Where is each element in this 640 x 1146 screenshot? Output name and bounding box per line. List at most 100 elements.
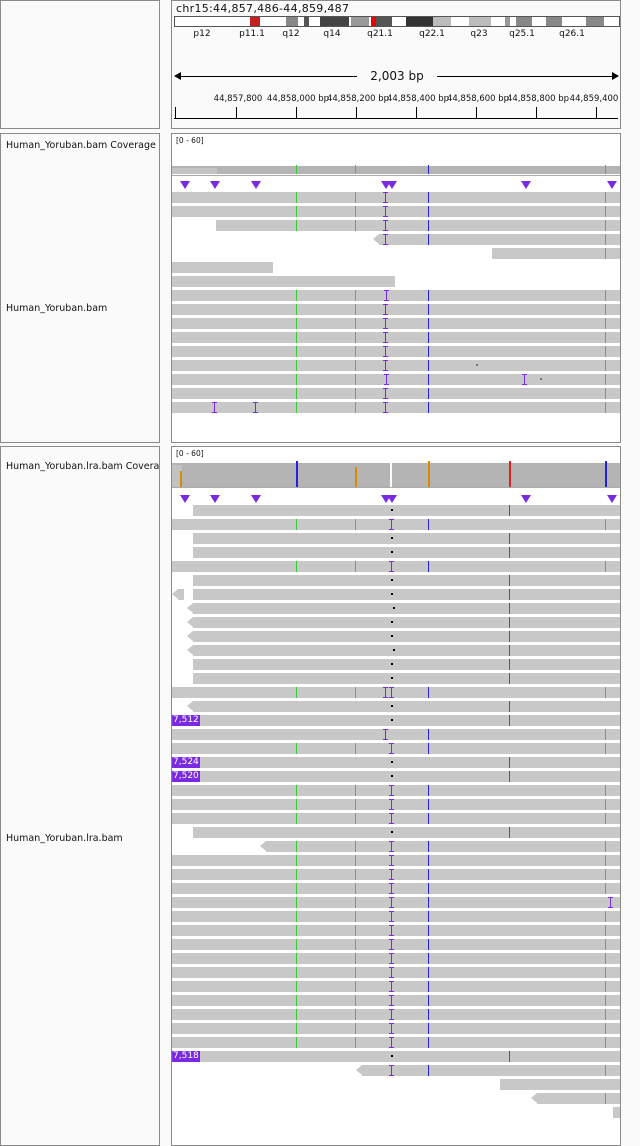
read[interactable] [172,743,620,754]
insertion[interactable] [522,374,527,385]
read[interactable] [172,897,620,908]
read[interactable] [172,332,620,343]
insertion[interactable] [389,897,394,908]
coverage-track-name[interactable]: Human_Yoruban.bam Coverage [6,140,156,151]
insertion-marker-icon[interactable] [607,181,617,189]
insertion[interactable] [389,1023,394,1034]
insertion[interactable] [212,402,217,413]
insertion[interactable] [389,939,394,950]
read[interactable] [172,981,620,992]
insertion[interactable] [383,729,388,740]
insertion[interactable] [253,402,258,413]
read[interactable] [172,869,620,880]
read[interactable]: 7,520 [172,771,620,782]
read[interactable] [187,701,620,712]
read[interactable] [500,1079,620,1090]
read[interactable] [260,841,620,852]
coverage-histogram[interactable] [172,162,620,174]
insertion-marker-icon[interactable] [210,181,220,189]
read[interactable] [187,603,620,614]
insertion-marker-icon[interactable] [387,181,397,189]
insertion[interactable] [389,561,394,572]
read[interactable] [172,262,273,273]
insertion[interactable] [389,1009,394,1020]
read[interactable] [172,1023,620,1034]
read[interactable] [172,290,620,301]
read[interactable] [373,234,620,245]
read[interactable]: 7,518 [172,1051,620,1062]
insertion-label[interactable]: 7,524 [172,757,200,768]
read[interactable] [172,304,620,315]
read[interactable] [172,883,620,894]
read[interactable] [193,547,620,558]
chromosome-ideogram[interactable] [174,16,620,27]
read[interactable]: 7,524 [172,757,620,768]
read[interactable] [172,1009,620,1020]
insertion[interactable] [389,813,394,824]
insertion-marker-icon[interactable] [607,495,617,503]
insertion-label[interactable]: 7,512 [172,715,200,726]
insertion[interactable] [384,374,389,385]
read[interactable] [172,402,620,413]
insertion[interactable] [389,785,394,796]
insertion[interactable] [389,1065,394,1076]
insertion[interactable] [383,304,388,315]
read[interactable] [172,318,620,329]
alignment-track-name[interactable]: Human_Yoruban.bam [6,303,108,314]
read[interactable] [172,687,620,698]
read[interactable] [172,799,620,810]
insertion-marker-icon[interactable] [251,495,261,503]
read[interactable] [172,855,620,866]
insertion[interactable] [384,290,389,301]
insertion[interactable] [383,220,388,231]
read[interactable] [172,388,620,399]
insertion-marker-icon[interactable] [521,181,531,189]
read[interactable] [172,967,620,978]
insertion-marker-icon[interactable] [387,495,397,503]
read[interactable] [172,374,620,385]
read[interactable] [187,631,620,642]
insertion[interactable] [383,332,388,343]
insertion[interactable] [389,967,394,978]
read[interactable] [172,192,620,203]
insertion[interactable] [389,883,394,894]
alignment-track-name[interactable]: Human_Yoruban.lra.bam [6,833,123,844]
read[interactable] [492,248,620,259]
read[interactable] [172,561,620,572]
insertion[interactable] [389,953,394,964]
insertion[interactable] [383,346,388,357]
read[interactable]: 7,512 [172,715,620,726]
read[interactable] [172,939,620,950]
read[interactable] [193,589,620,600]
read[interactable] [172,785,620,796]
read[interactable] [172,995,620,1006]
insertion[interactable] [608,897,613,908]
insertion-marker-icon[interactable] [381,181,391,189]
insertion[interactable] [389,911,394,922]
track2-data-panel[interactable]: [0 - 60] [171,446,621,1146]
insertion-marker-icon[interactable] [381,495,391,503]
read[interactable] [172,360,620,371]
insertion[interactable] [383,206,388,217]
read[interactable] [172,589,184,600]
insertion[interactable] [383,687,388,698]
insertion-marker-icon[interactable] [210,495,220,503]
read[interactable] [172,925,620,936]
insertion[interactable] [383,192,388,203]
insertion[interactable] [389,1037,394,1048]
track1-data-panel[interactable]: [0 - 60] [171,133,621,443]
read[interactable] [531,1093,620,1104]
insertion-label[interactable]: 7,520 [172,771,200,782]
coverage-track-name[interactable]: Human_Yoruban.lra.bam Coverage [6,461,160,472]
insertion[interactable] [389,841,394,852]
coverage-histogram[interactable] [172,457,620,487]
read[interactable] [613,1107,620,1118]
read[interactable] [172,1037,620,1048]
insertion[interactable] [383,318,388,329]
read[interactable] [172,276,395,287]
read[interactable] [172,813,620,824]
read[interactable] [172,206,620,217]
read[interactable] [193,575,620,586]
read[interactable] [172,346,620,357]
read[interactable] [193,533,620,544]
